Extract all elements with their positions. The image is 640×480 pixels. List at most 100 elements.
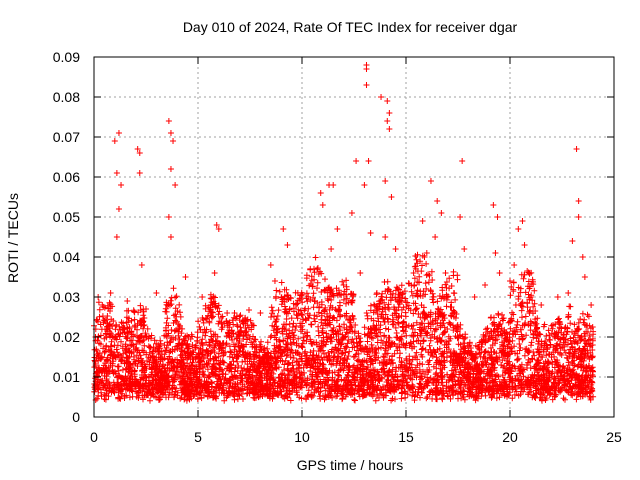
- data-point: [330, 182, 337, 188]
- data-point: [434, 198, 441, 204]
- data-point: [118, 182, 125, 188]
- y-tick-label: 0.01: [53, 369, 80, 385]
- data-point: [382, 234, 389, 240]
- data-point: [569, 238, 576, 244]
- y-tick-label: 0.08: [53, 89, 80, 105]
- x-axis-label: GPS time / hours: [297, 457, 404, 473]
- data-point: [340, 282, 347, 288]
- data-point: [438, 210, 445, 216]
- data-point: [113, 170, 120, 176]
- x-tick-label: 20: [502, 429, 518, 445]
- dense-observations: [91, 251, 597, 404]
- data-point: [294, 290, 301, 296]
- data-point: [432, 234, 439, 240]
- x-tick-label: 25: [606, 429, 622, 445]
- data-point: [99, 302, 106, 308]
- y-axis-label: ROTI / TECUs: [5, 193, 21, 283]
- data-point: [357, 270, 364, 276]
- data-point: [494, 214, 501, 220]
- data-point: [575, 198, 582, 204]
- data-point: [134, 146, 141, 152]
- axis-ticks: [93, 56, 615, 418]
- y-tick-label: 0.05: [53, 209, 80, 225]
- data-point: [319, 202, 326, 208]
- data-point: [284, 242, 291, 248]
- dense-data-band: [91, 251, 597, 404]
- data-point: [317, 190, 324, 196]
- data-point: [170, 138, 177, 144]
- data-point: [138, 262, 145, 268]
- data-point: [257, 310, 264, 316]
- data-point: [457, 214, 464, 220]
- data-point: [471, 294, 478, 300]
- data-point: [215, 226, 222, 232]
- data-point: [224, 310, 231, 316]
- data-point: [384, 118, 391, 124]
- data-point: [527, 294, 534, 300]
- data-point: [492, 250, 499, 256]
- data-point: [554, 294, 561, 300]
- data-point: [143, 306, 149, 312]
- data-point: [573, 146, 580, 152]
- data-point: [334, 226, 341, 232]
- data-point: [386, 126, 393, 132]
- data-point: [271, 278, 278, 284]
- data-point: [565, 290, 572, 296]
- data-point: [482, 282, 489, 288]
- y-tick-label: 0.03: [53, 289, 80, 305]
- data-point: [167, 234, 174, 240]
- data-point: [280, 226, 287, 232]
- data-point: [373, 290, 380, 296]
- x-tick-label: 10: [294, 429, 310, 445]
- data-point: [172, 182, 179, 188]
- data-point: [240, 318, 247, 324]
- data-point: [392, 246, 399, 252]
- data-point: [511, 262, 518, 268]
- data-point: [588, 302, 595, 308]
- data-point: [442, 270, 449, 276]
- data-point: [113, 234, 120, 240]
- data-point: [167, 130, 174, 136]
- data-point: [388, 194, 395, 200]
- data-point: [423, 250, 430, 256]
- data-point: [538, 302, 545, 308]
- data-point: [365, 158, 372, 164]
- data-point: [115, 130, 122, 136]
- data-point: [328, 246, 335, 252]
- data-point: [398, 298, 405, 304]
- data-point: [182, 274, 189, 280]
- data-point: [361, 182, 368, 188]
- data-point: [419, 218, 426, 224]
- data-point: [450, 290, 457, 296]
- data-point: [367, 230, 374, 236]
- y-tick-label: 0.04: [53, 249, 80, 265]
- data-point: [348, 210, 355, 216]
- data-point: [459, 158, 466, 164]
- tick-labels: 0 5 10 15 20 25 0 0.01 0.02 0.03 0.04 0.05 0.06 0.07 0…: [53, 49, 622, 445]
- x-tick-label: 0: [90, 429, 98, 445]
- data-point: [167, 166, 174, 172]
- data-point: [378, 94, 385, 100]
- data-point: [579, 254, 586, 260]
- x-tick-label: 15: [398, 429, 414, 445]
- data-point: [165, 214, 172, 220]
- data-point: [384, 98, 391, 104]
- data-point: [107, 290, 114, 296]
- data-point: [575, 214, 582, 220]
- data-point: [267, 262, 274, 268]
- chart-title: Day 010 of 2024, Rate Of TEC Index for r…: [183, 19, 518, 35]
- data-point: [363, 66, 370, 72]
- data-point: [461, 246, 468, 252]
- y-tick-label: 0.06: [53, 169, 80, 185]
- data-point: [496, 270, 503, 276]
- data-point: [213, 222, 220, 228]
- y-tick-label: 0.09: [53, 49, 80, 65]
- data-point: [521, 242, 528, 248]
- data-point: [153, 290, 160, 296]
- data-point: [411, 282, 418, 288]
- data-point: [382, 178, 389, 184]
- data-point: [311, 298, 318, 304]
- data-point: [581, 274, 588, 280]
- y-tick-label: 0.07: [53, 129, 80, 145]
